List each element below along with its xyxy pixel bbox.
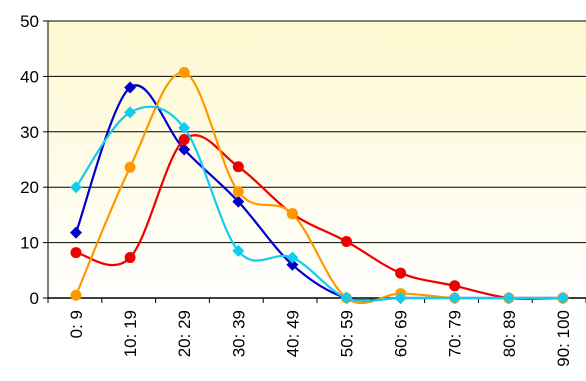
data-point <box>178 143 191 156</box>
data-point <box>124 81 137 94</box>
data-point <box>178 67 190 79</box>
data-point <box>124 252 136 264</box>
data-point <box>124 161 136 173</box>
data-point <box>341 235 352 247</box>
x-tick-label: 30: 39 <box>229 310 248 357</box>
x-tick-label: 60: 69 <box>392 310 411 357</box>
data-point <box>340 292 353 304</box>
y-tick-label: 50 <box>20 12 39 31</box>
data-point <box>449 280 461 292</box>
data-point <box>178 134 190 146</box>
y-tick-label: 40 <box>20 67 39 86</box>
x-tick-label: 40: 49 <box>283 310 302 357</box>
data-point <box>394 292 407 304</box>
data-point <box>178 121 191 134</box>
series-group <box>70 67 569 305</box>
x-tick-label: 50: 59 <box>338 310 357 357</box>
data-point <box>556 292 569 304</box>
series-4 <box>70 105 569 304</box>
data-point <box>232 244 245 257</box>
data-point <box>70 289 82 301</box>
data-point <box>70 226 82 239</box>
x-tick-label: 90: 100 <box>554 310 573 367</box>
data-point <box>232 161 244 173</box>
y-tick-label: 30 <box>20 123 39 142</box>
data-point <box>70 247 82 259</box>
data-point <box>395 267 407 279</box>
grid-lines <box>48 20 586 244</box>
data-point <box>232 195 245 208</box>
x-axis-ticks: 0: 9 10: 19 20: 29 30: 39 40: 49 50: 59 60: 69… <box>47 298 586 367</box>
data-point <box>70 181 82 194</box>
x-tick-label: 20: 29 <box>175 310 194 357</box>
data-point <box>124 106 137 119</box>
x-tick-label: 10: 19 <box>121 310 140 357</box>
y-tick-label: 20 <box>20 178 39 197</box>
data-point <box>232 186 244 198</box>
y-tick-label: 10 <box>20 234 39 253</box>
data-point <box>448 292 461 304</box>
y-axis-ticks: 0 10 20 30 40 50 <box>20 12 48 308</box>
data-point <box>286 208 298 220</box>
data-point <box>286 258 299 271</box>
x-tick-label: 80: 89 <box>500 310 519 357</box>
x-tick-label: 70: 79 <box>446 310 465 357</box>
y-tick-label: 0 <box>30 289 39 308</box>
data-point <box>502 292 515 304</box>
x-tick-label: 0: 9 <box>67 310 86 338</box>
data-point <box>286 251 299 264</box>
